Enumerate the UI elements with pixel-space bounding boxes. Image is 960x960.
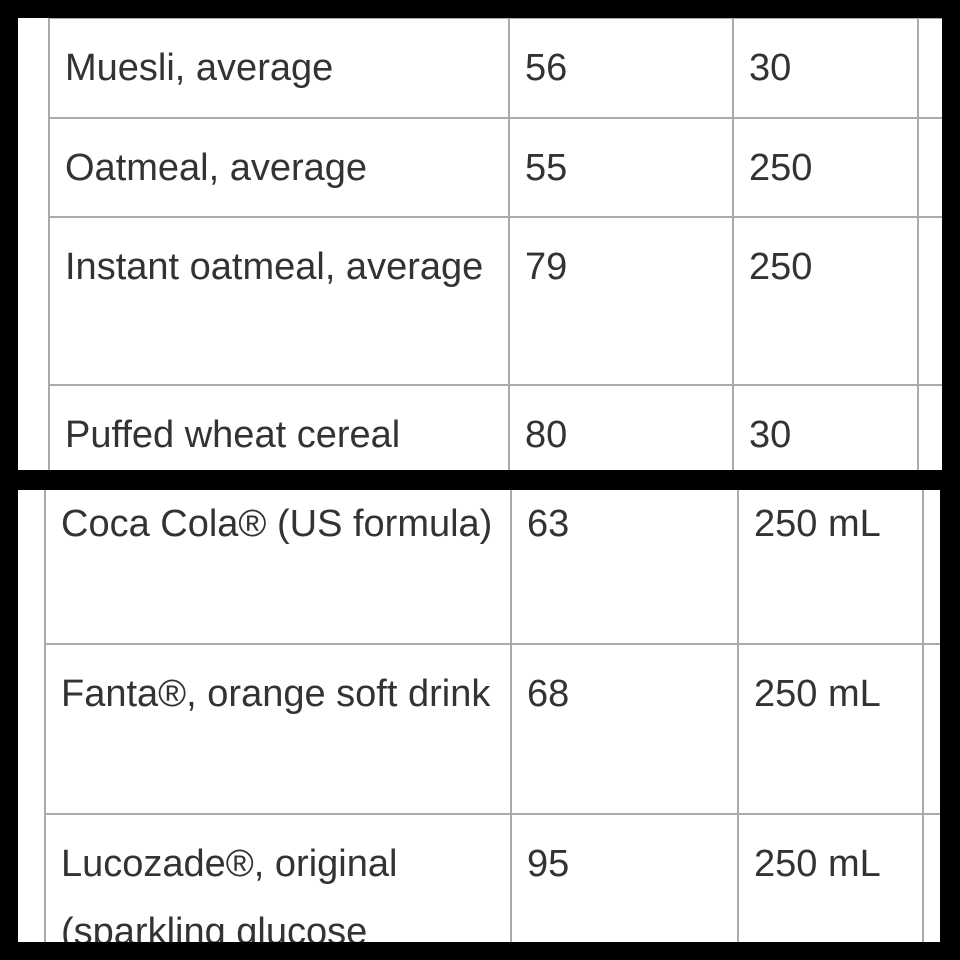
table-cell: 95 — [510, 813, 739, 942]
bottom-panel: Coca Cola® (US formula) 63 250 mL Fanta®, o… — [18, 490, 940, 942]
top-panel: Muesli, average 56 30 Oatmeal, average 55 250… — [18, 18, 942, 470]
table-cell: Oatmeal, average — [48, 117, 510, 218]
table-cell-cut — [922, 813, 940, 942]
table-cell: 80 — [508, 384, 734, 470]
table-cell: 250 mL — [737, 643, 924, 815]
table-row: Puffed wheat cereal 80 30 — [48, 384, 942, 470]
table-cell: 30 — [732, 18, 919, 119]
table-cell: 250 — [732, 117, 919, 218]
table-row: Lucozade®, original (sparkling glucose 95… — [44, 813, 940, 942]
table-cell: Coca Cola® (US formula) — [44, 490, 512, 645]
table-cell: 79 — [508, 216, 734, 386]
table-cell-cut — [917, 216, 942, 386]
table-row: Fanta®, orange soft drink 68 250 mL — [44, 643, 940, 815]
table-row: Muesli, average 56 30 — [48, 18, 942, 119]
table-row: Coca Cola® (US formula) 63 250 mL — [44, 490, 940, 645]
table-cell: 68 — [510, 643, 739, 815]
table-cell: 250 mL — [737, 490, 924, 645]
table-cell: 250 mL — [737, 813, 924, 942]
table-row: Instant oatmeal, average 79 250 — [48, 216, 942, 386]
table-cell: Fanta®, orange soft drink — [44, 643, 512, 815]
table-cell-cut — [922, 643, 940, 815]
table-cell: 55 — [508, 117, 734, 218]
table-cell: 30 — [732, 384, 919, 470]
table-cell: 56 — [508, 18, 734, 119]
table-cell-cut — [917, 117, 942, 218]
table-cell-cut — [922, 490, 940, 645]
table-row: Oatmeal, average 55 250 — [48, 117, 942, 218]
table-cell: Puffed wheat cereal — [48, 384, 510, 470]
table-cell-cut — [917, 18, 942, 119]
table-cell: 250 — [732, 216, 919, 386]
table-cell: Instant oatmeal, average — [48, 216, 510, 386]
bottom-table: Coca Cola® (US formula) 63 250 mL Fanta®, o… — [44, 490, 940, 942]
table-cell: 63 — [510, 490, 739, 645]
table-cell: Muesli, average — [48, 18, 510, 119]
table-cell-cut — [917, 384, 942, 470]
top-table: Muesli, average 56 30 Oatmeal, average 55 250… — [48, 18, 942, 470]
table-cell: Lucozade®, original (sparkling glucose — [44, 813, 512, 942]
